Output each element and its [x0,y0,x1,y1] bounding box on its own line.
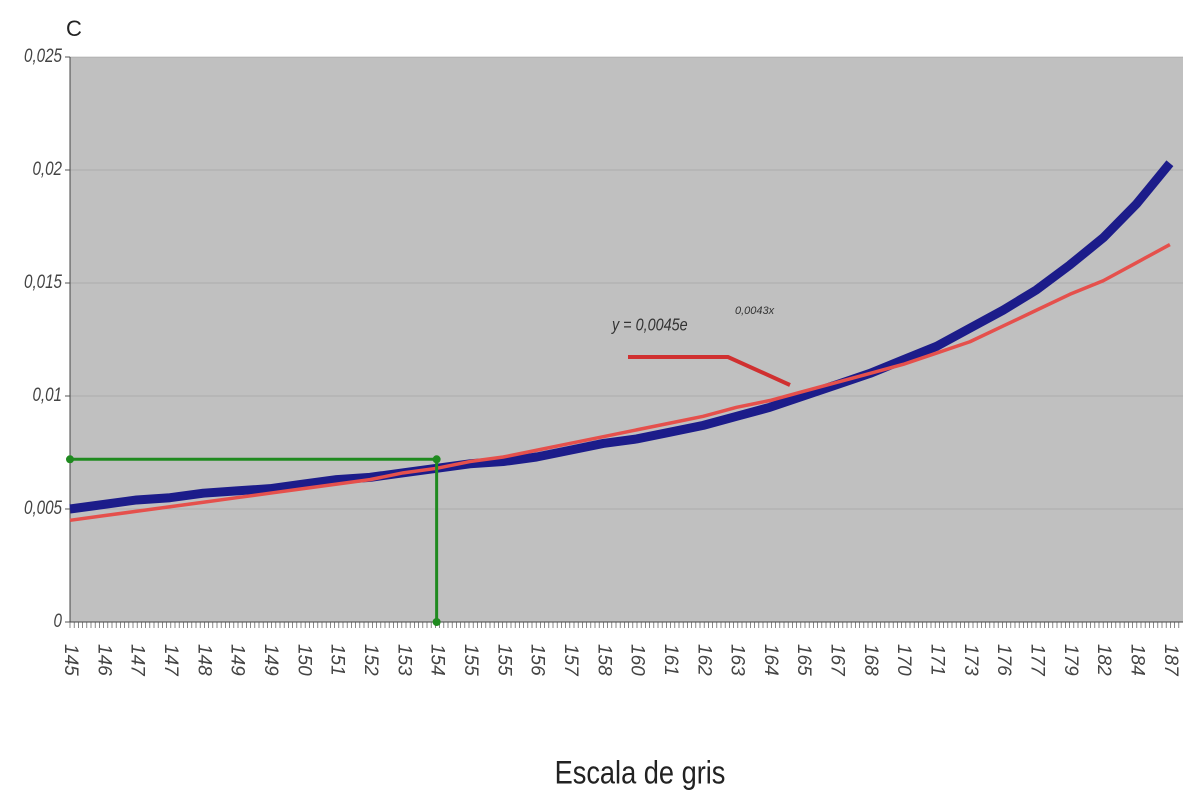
y-axis-label: C [66,16,82,41]
guide-point [66,455,74,464]
x-tick-label: 179 [1060,644,1081,676]
y-tick-label: 0,005 [24,496,62,518]
x-tick-label: 184 [1127,644,1148,676]
x-tick-label: 176 [993,644,1014,676]
annotation-arrow [628,355,791,387]
x-tick-label: 177 [1027,644,1048,677]
x-tick-label: 155 [493,644,514,676]
x-tick-label: 156 [527,644,548,676]
x-tick-label: 164 [760,644,781,676]
x-tick-label: 173 [960,644,981,676]
guide-point [432,618,441,626]
x-tick-label: 154 [427,644,448,676]
x-tick-label: 160 [627,644,648,676]
x-tick-label: 158 [593,644,614,676]
guide-point [432,455,441,464]
y-tick-label: 0 [54,609,63,631]
x-tick-label: 155 [460,644,481,676]
trendline-exponent: 0,0043x [735,305,775,317]
y-tick-label: 0,015 [24,270,62,292]
x-tick-label: 148 [193,644,214,676]
y-tick-label: 0,025 [24,44,62,66]
x-tick-label: 187 [1160,644,1181,677]
x-tick-label: 157 [560,644,581,677]
x-tick-label: 182 [1093,644,1114,676]
x-tick-label: 167 [827,644,848,677]
x-tick-label: 150 [293,644,314,676]
x-tick-label: 163 [727,644,748,676]
trendline-annotation: y = 0,0045e 0,0043x [611,305,791,387]
x-tick-label: 149 [227,644,248,676]
x-tick-label: 147 [160,644,181,677]
x-tick-label: 161 [660,644,681,676]
data-line [69,160,1174,514]
x-axis-label: Escala de gris [555,755,726,791]
y-tick-label: 0,02 [32,157,62,179]
x-tick-label: 171 [927,644,948,676]
plot-area [70,57,1183,622]
x-tick-label: 168 [860,644,881,676]
x-tick-label: 165 [793,644,814,676]
x-tick-label: 152 [360,644,381,676]
x-tick-label: 153 [393,644,414,676]
x-tick-label: 151 [327,644,348,676]
data-line [69,243,1171,523]
x-tick-label: 162 [693,644,714,676]
x-tick-label: 145 [60,644,81,676]
x-tick-label: 146 [93,644,114,676]
x-tick-label: 149 [260,644,281,676]
x-tick-label: 147 [127,644,148,677]
y-tick-label: 0,01 [32,383,62,405]
x-tick-label: 170 [893,644,914,676]
trendline-label: y = 0,0045e [611,315,687,335]
